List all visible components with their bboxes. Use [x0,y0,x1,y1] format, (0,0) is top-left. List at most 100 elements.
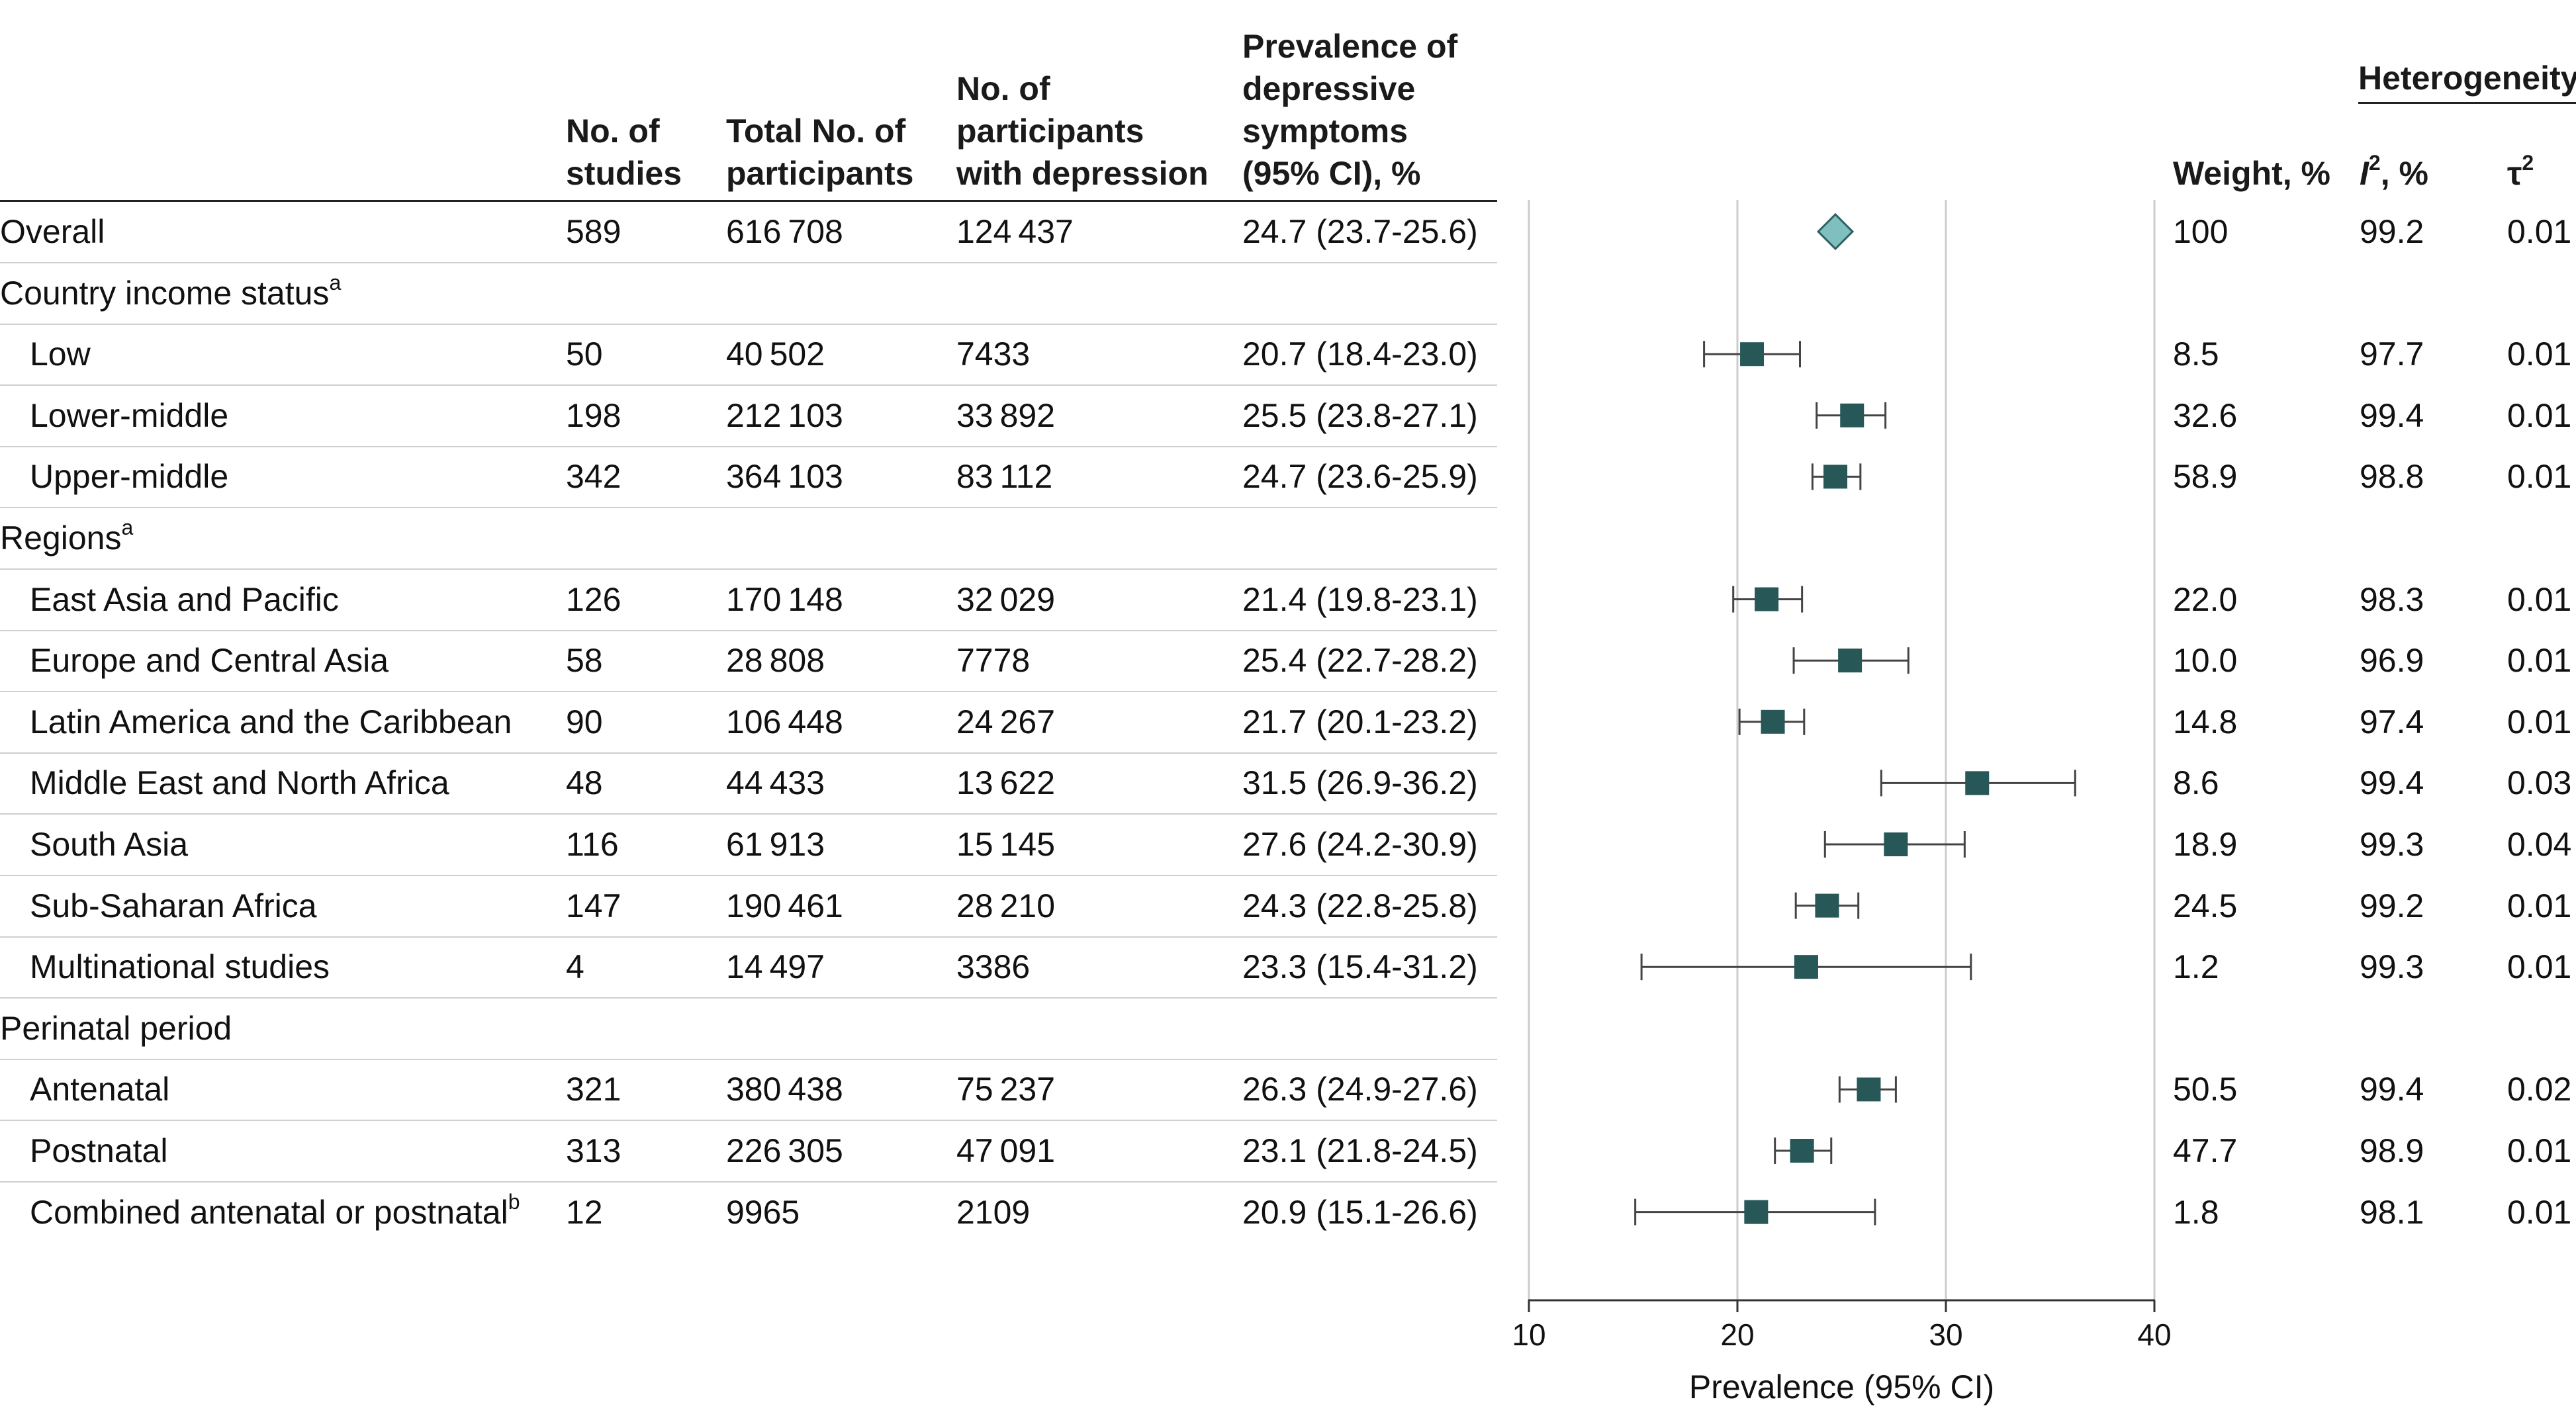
row-label: Upper-middle [30,457,228,496]
x-tick-label: 20 [1720,1317,1754,1352]
cell-tau2: 0.02 [2507,1071,2572,1108]
cell-total-participants: 28 808 [726,642,825,680]
cell-tau2: 0.01 [2507,580,2572,618]
estimate-square [1884,832,1908,856]
row-label: Lower-middle [30,396,228,435]
cell-prevalence-ci: 25.5 (23.8-27.1) [1242,396,1478,434]
row-separator [0,1058,1497,1060]
cell-tau2: 0.01 [2507,213,2572,250]
estimate-square [1761,709,1785,734]
row-separator [0,997,1497,999]
cell-prevalence-ci: 23.3 (15.4-31.2) [1242,948,1478,986]
cell-studies: 198 [566,396,621,434]
cell-tau2: 0.03 [2507,764,2572,802]
cell-prevalence-ci: 21.7 (20.1-23.2) [1242,703,1478,740]
row-separator [0,691,1497,693]
row-label: Multinational studies [30,947,330,987]
row-separator [0,384,1497,386]
cell-i2: 99.3 [2360,826,2424,863]
cell-prevalence-ci: 20.9 (15.1-26.6) [1242,1193,1478,1231]
row-label: Middle East and North Africa [30,763,449,803]
cell-weight: 24.5 [2173,887,2238,924]
row-label-text: Latin America and the Caribbean [30,703,512,740]
estimate-square [1838,648,1863,673]
row-separator [0,875,1497,876]
cell-prevalence-ci: 24.7 (23.7-25.6) [1242,213,1478,250]
cell-prevalence-ci: 21.4 (19.8-23.1) [1242,580,1478,618]
cell-weight: 8.5 [2173,335,2219,373]
row-label-text: South Asia [30,826,189,863]
cell-weight: 22.0 [2173,580,2238,618]
row-separator [0,813,1497,815]
cell-i2: 96.9 [2360,642,2424,680]
cell-participants-with-depression: 7778 [956,642,1031,680]
x-tick-label: 40 [2137,1317,2171,1352]
cell-i2: 97.7 [2360,335,2424,373]
row-separator [0,752,1497,754]
cell-i2: 99.2 [2360,213,2424,250]
row-label: Latin America and the Caribbean [30,702,512,742]
cell-participants-with-depression: 13 622 [956,764,1056,802]
estimate-square [1840,403,1864,427]
cell-i2: 99.4 [2360,396,2424,434]
estimate-square [1790,1139,1814,1163]
cell-weight: 50.5 [2173,1071,2238,1108]
row-label-text: Perinatal period [0,1009,232,1047]
cell-tau2: 0.01 [2507,335,2572,373]
cell-participants-with-depression: 7433 [956,335,1031,373]
estimate-square [1740,342,1765,367]
row-label-text: Middle East and North Africa [30,764,449,802]
row-label: Postnatal [30,1131,167,1171]
cell-weight: 14.8 [2173,703,2238,740]
cell-total-participants: 380 438 [726,1071,843,1108]
row-separator [0,1181,1497,1183]
row-label-text: East Asia and Pacific [30,580,339,618]
cell-participants-with-depression: 47 091 [956,1132,1056,1169]
cell-weight: 32.6 [2173,396,2238,434]
row-label: Antenatal [30,1069,169,1109]
cell-tau2: 0.01 [2507,458,2572,496]
cell-participants-with-depression: 24 267 [956,703,1056,740]
row-label: Europe and Central Asia [30,641,389,680]
cell-studies: 589 [566,213,621,250]
cell-studies: 313 [566,1132,621,1169]
cell-i2: 98.1 [2360,1193,2424,1231]
overall-diamond-marker [1816,212,1855,251]
footnote-marker: a [121,515,134,539]
estimate-square [1815,893,1839,918]
cell-weight: 58.9 [2173,458,2238,496]
cell-i2: 97.4 [2360,703,2424,740]
cell-studies: 116 [566,826,619,863]
row-label: Country income statusa [0,272,341,313]
cell-studies: 12 [566,1193,603,1231]
row-label: Regionsa [0,515,134,558]
x-tick-label: 10 [1512,1317,1545,1352]
cell-studies: 342 [566,458,621,496]
cell-participants-with-depression: 75 237 [956,1071,1056,1108]
cell-total-participants: 14 497 [726,948,825,986]
cell-weight: 8.6 [2173,764,2219,802]
cell-tau2: 0.01 [2507,703,2572,740]
cell-total-participants: 61 913 [726,826,825,863]
cell-participants-with-depression: 32 029 [956,580,1056,618]
cell-total-participants: 226 305 [726,1132,843,1169]
cell-participants-with-depression: 3386 [956,948,1031,986]
estimate-square [1823,465,1848,489]
cell-participants-with-depression: 28 210 [956,887,1056,924]
row-label-text: Country income status [0,274,330,312]
row-label: Perinatal period [0,1008,232,1048]
cell-total-participants: 190 461 [726,887,843,924]
row-label-text: Postnatal [30,1132,168,1169]
cell-prevalence-ci: 27.6 (24.2-30.9) [1242,826,1478,863]
cell-participants-with-depression: 124 437 [956,213,1074,250]
row-label: Low [30,334,91,374]
cell-participants-with-depression: 15 145 [956,826,1056,863]
estimate-square [1755,587,1779,611]
cell-weight: 10.0 [2173,642,2238,680]
x-axis-label: Prevalence (95% CI) [1689,1368,1994,1406]
cell-studies: 147 [566,887,621,924]
cell-weight: 18.9 [2173,826,2238,863]
row-separator [0,568,1497,570]
header-heterogeneity: Heterogeneity [2358,60,2576,97]
